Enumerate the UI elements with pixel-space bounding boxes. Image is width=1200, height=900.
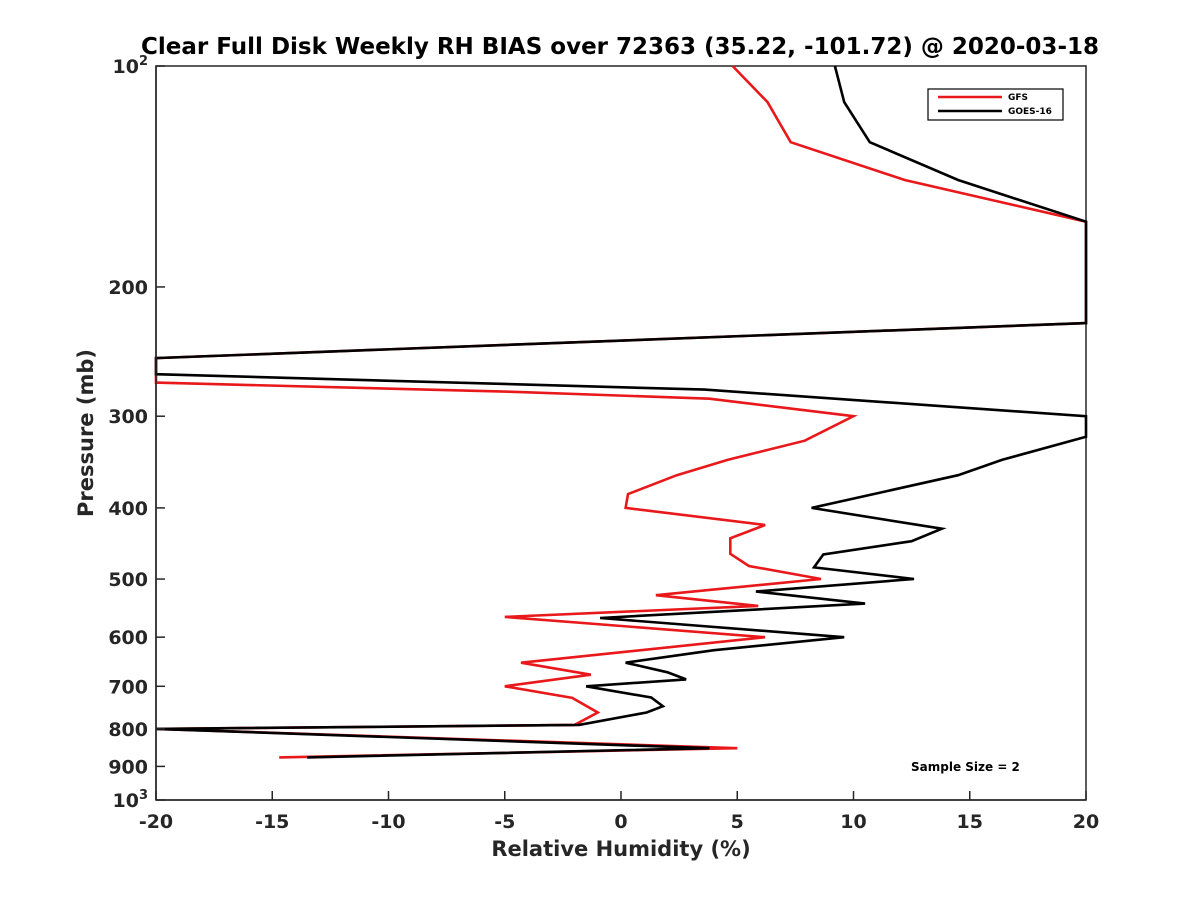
y-ticks: 102 200 300 400 500 600 700 800 900 103	[108, 54, 165, 812]
series-line-goes16	[154, 65, 1088, 759]
y-tick-label: 102	[113, 54, 149, 78]
y-tick-label: 400	[108, 498, 148, 520]
x-tick-label: 10	[840, 811, 866, 833]
legend-box	[927, 88, 1064, 121]
y-tick-label: 300	[108, 406, 148, 428]
y-tick-label: 800	[108, 719, 148, 741]
y-tick-label: 700	[108, 676, 148, 698]
x-tick-label: -5	[494, 811, 515, 833]
series-layer	[154, 65, 1088, 759]
y-axis-label: Pressure (mb)	[74, 349, 98, 517]
x-tick-label: 20	[1073, 811, 1099, 833]
x-axis-label: Relative Humidity (%)	[491, 837, 750, 861]
sample-size-annotation: Sample Size = 2	[911, 760, 1020, 774]
y-tick-label: 500	[108, 569, 148, 591]
plot-area	[155, 65, 1087, 801]
legend-label-goes16: GOES-16	[1008, 107, 1052, 117]
x-tick-label: -20	[139, 811, 173, 833]
x-ticks: -20 -15 -10 -5 0 5 10 15 20	[139, 791, 1099, 833]
x-tick-label: 15	[957, 811, 983, 833]
x-tick-label: 5	[731, 811, 744, 833]
y-tick-label: 200	[108, 277, 148, 299]
x-tick-label: 0	[614, 811, 627, 833]
legend: GFS GOES-16	[927, 88, 1064, 121]
chart-title: Clear Full Disk Weekly RH BIAS over 7236…	[141, 34, 1099, 60]
y-tick-label: 103	[113, 788, 149, 812]
y-tick-label: 900	[108, 756, 148, 778]
y-tick-label: 600	[108, 627, 148, 649]
x-tick-label: -10	[371, 811, 405, 833]
legend-label-gfs: GFS	[1008, 93, 1028, 103]
x-tick-label: -15	[255, 811, 289, 833]
